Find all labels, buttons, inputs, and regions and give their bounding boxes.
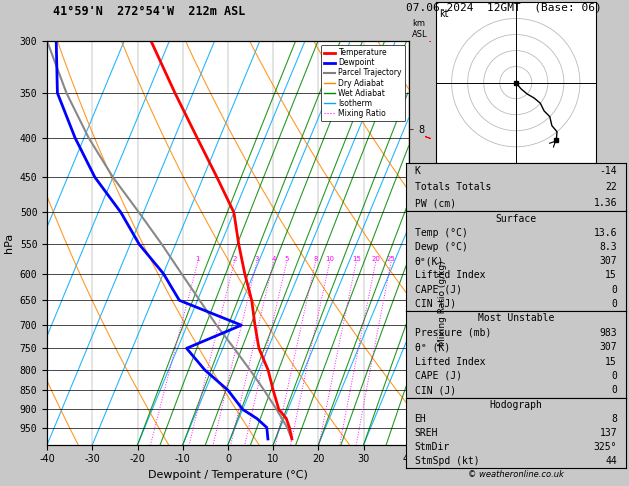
Text: 8: 8 [313,256,318,262]
Text: kt: kt [439,9,448,19]
Text: Most Unstable: Most Unstable [477,313,554,323]
Text: 22: 22 [605,182,617,192]
Text: 5: 5 [284,256,289,262]
X-axis label: Dewpoint / Temperature (°C): Dewpoint / Temperature (°C) [148,470,308,480]
Text: Hodograph: Hodograph [489,399,542,410]
Text: StmDir: StmDir [415,442,450,452]
Text: CIN (J): CIN (J) [415,299,455,309]
Text: 15: 15 [605,270,617,280]
Text: Temp (°C): Temp (°C) [415,228,467,238]
Text: 20: 20 [371,256,380,262]
Text: 4: 4 [271,256,276,262]
Text: Dewp (°C): Dewp (°C) [415,242,467,252]
Text: 0: 0 [611,385,617,395]
Text: CAPE (J): CAPE (J) [415,285,462,295]
Text: 307: 307 [599,342,617,352]
Text: SREH: SREH [415,428,438,438]
Text: CIN (J): CIN (J) [415,385,455,395]
Text: 325°: 325° [594,442,617,452]
Text: Mixing Ratio (g/kg): Mixing Ratio (g/kg) [438,260,447,347]
Text: Pressure (mb): Pressure (mb) [415,328,491,338]
Text: θᵉ(K): θᵉ(K) [415,256,444,266]
Text: 8.3: 8.3 [599,242,617,252]
Text: 44: 44 [605,456,617,466]
Text: 13.6: 13.6 [594,228,617,238]
Text: 25: 25 [387,256,396,262]
Text: LCL: LCL [410,405,425,414]
Text: 41°59'N  272°54'W  212m ASL: 41°59'N 272°54'W 212m ASL [53,5,246,18]
Text: CAPE (J): CAPE (J) [415,371,462,381]
Text: 8: 8 [611,414,617,424]
Text: 3: 3 [255,256,259,262]
Text: θᵉ (K): θᵉ (K) [415,342,450,352]
Text: 15: 15 [605,357,617,366]
Text: 15: 15 [352,256,360,262]
Y-axis label: hPa: hPa [4,233,14,253]
Text: PW (cm): PW (cm) [415,198,455,208]
Text: 0: 0 [611,371,617,381]
Text: StmSpd (kt): StmSpd (kt) [415,456,479,466]
Text: 1: 1 [196,256,200,262]
Text: EH: EH [415,414,426,424]
Text: -14: -14 [599,166,617,176]
Text: K: K [415,166,420,176]
Text: 1.36: 1.36 [594,198,617,208]
Text: Surface: Surface [495,213,537,224]
Text: Lifted Index: Lifted Index [415,357,485,366]
Text: Totals Totals: Totals Totals [415,182,491,192]
Text: 307: 307 [599,256,617,266]
Legend: Temperature, Dewpoint, Parcel Trajectory, Dry Adiabat, Wet Adiabat, Isotherm, Mi: Temperature, Dewpoint, Parcel Trajectory… [321,45,405,121]
Text: 10: 10 [325,256,334,262]
Text: 983: 983 [599,328,617,338]
Text: 0: 0 [611,299,617,309]
Text: 0: 0 [611,285,617,295]
Text: 137: 137 [599,428,617,438]
Text: Lifted Index: Lifted Index [415,270,485,280]
Text: © weatheronline.co.uk: © weatheronline.co.uk [468,469,564,479]
Text: 07.06.2024  12GMT  (Base: 06): 07.06.2024 12GMT (Base: 06) [406,2,601,13]
Text: km
ASL: km ASL [412,19,428,39]
Text: 2: 2 [232,256,237,262]
